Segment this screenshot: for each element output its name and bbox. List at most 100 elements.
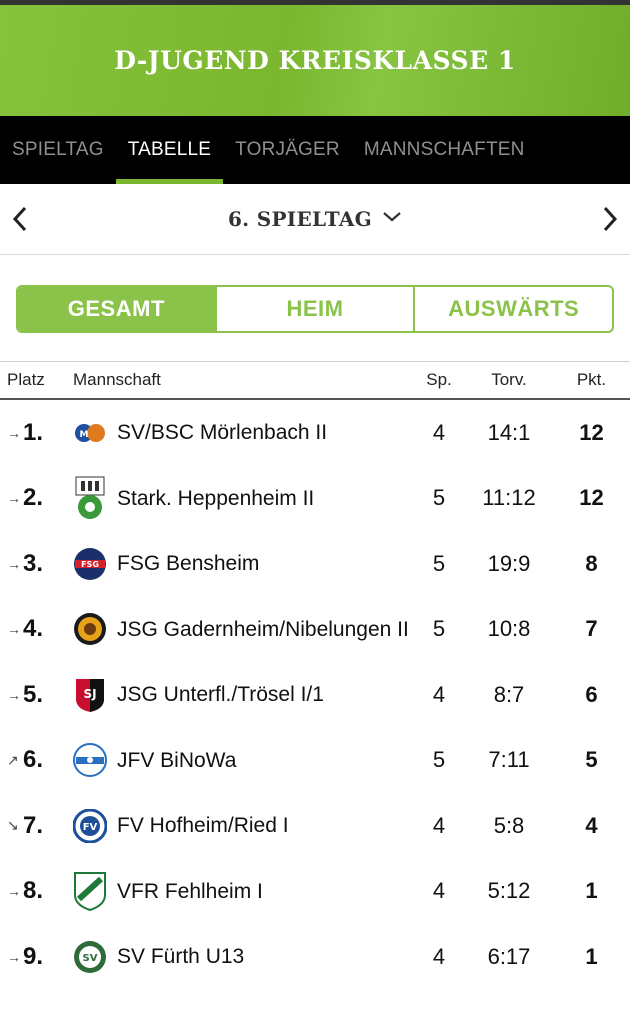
rank: 4. — [23, 615, 44, 643]
header-points: Pkt. — [553, 361, 630, 400]
games-played: 5 — [432, 550, 446, 576]
rank: 1. — [23, 418, 44, 446]
team-logo-icon: SV — [73, 940, 107, 974]
table-row[interactable]: → 5. SJ JSG Unterfl./Trösel I/1 4 8:7 6 — [0, 662, 630, 728]
rank: 3. — [23, 549, 44, 577]
app-header: D-JUGEND KREISKLASSE 1 — [0, 5, 630, 116]
goal-ratio: 7:11 — [488, 747, 530, 773]
table-header-row: Platz Mannschaft Sp. Torv. Pkt. — [0, 361, 630, 400]
goal-ratio: 10:8 — [487, 616, 531, 642]
table-row[interactable]: → 4. JSG Gadernheim/Nibelungen II 5 10:8 … — [0, 597, 630, 663]
rank: 2. — [23, 484, 44, 512]
points: 1 — [585, 943, 598, 969]
trend-icon: → — [7, 490, 21, 507]
trend-icon: → — [7, 555, 21, 572]
team-logo-icon: M — [73, 416, 107, 450]
header-team: Mannschaft — [73, 361, 413, 400]
trend-icon: → — [7, 948, 21, 965]
trend-icon: → — [7, 883, 21, 900]
team-name: JSG Gadernheim/Nibelungen II — [117, 617, 409, 641]
table-row[interactable]: → 9. SV SV Fürth U13 4 6:17 1 — [0, 924, 630, 990]
table-row[interactable]: → 3. FSG FSG Bensheim 5 19:9 8 — [0, 531, 630, 597]
goal-ratio: 19:9 — [487, 550, 531, 576]
team-logo-icon: FV — [73, 808, 107, 843]
rank: 5. — [23, 680, 44, 708]
points: 1 — [585, 878, 598, 904]
goal-ratio: 5:12 — [487, 878, 531, 904]
team-name: VFR Fehlheim I — [117, 879, 263, 903]
table-row[interactable]: ↗ 6. JFV BiNoWa 5 7:11 5 — [0, 728, 630, 794]
team-name: JFV BiNoWa — [117, 748, 237, 772]
chevron-down-icon — [382, 210, 402, 228]
table-row[interactable]: → 1. M SV/BSC Mörlenbach II 4 14:1 12 — [0, 399, 630, 466]
team-name: SV Fürth U13 — [117, 945, 245, 969]
team-logo-icon — [73, 872, 107, 912]
rank: 6. — [23, 746, 44, 774]
table-row[interactable]: ↘ 7. FV FV Hofheim/Ried I 4 5:8 4 — [0, 793, 630, 859]
page-title: D-JUGEND KREISKLASSE 1 — [114, 46, 516, 75]
games-played: 4 — [432, 878, 446, 904]
points: 12 — [579, 485, 604, 511]
svg-text:SV: SV — [83, 953, 98, 964]
status-strip — [0, 0, 630, 5]
chevron-right-icon[interactable] — [590, 206, 630, 232]
header-goals: Torv. — [465, 361, 553, 400]
filter-auswaerts[interactable]: AUSWÄRTS — [413, 287, 612, 331]
trend-icon: → — [7, 621, 21, 638]
matchday-selector: 6. SPIELTAG — [0, 184, 630, 255]
header-place: Platz — [0, 361, 73, 400]
filter-heim[interactable]: HEIM — [214, 287, 414, 331]
games-played: 5 — [432, 616, 446, 642]
points: 6 — [585, 681, 598, 707]
trend-icon: → — [7, 686, 21, 703]
team-logo-icon — [73, 612, 107, 646]
team-logo-icon — [73, 743, 107, 778]
table-row[interactable]: → 2. Stark. Heppenheim II 5 11:12 12 — [0, 466, 630, 532]
team-name: FSG Bensheim — [117, 552, 260, 576]
header-games: Sp. — [413, 361, 465, 400]
team-name: FV Hofheim/Ried I — [117, 814, 289, 838]
tab-bar: SPIELTAG TABELLE TORJÄGER MANNSCHAFTEN — [0, 116, 630, 184]
rank: 8. — [23, 877, 44, 905]
standings-table: Platz Mannschaft Sp. Torv. Pkt. → 1. M SV… — [0, 361, 630, 990]
points: 4 — [585, 812, 598, 838]
team-name: Stark. Heppenheim II — [117, 486, 315, 510]
matchday-dropdown[interactable]: 6. SPIELTAG — [228, 207, 402, 231]
rank: 9. — [23, 942, 44, 970]
team-logo-icon: FSG — [73, 547, 107, 581]
goal-ratio: 6:17 — [487, 943, 531, 969]
team-logo-icon: SJ — [73, 678, 107, 712]
tab-torjaeger[interactable]: TORJÄGER — [235, 139, 340, 160]
svg-text:FSG: FSG — [81, 560, 99, 569]
team-name: JSG Unterfl./Trösel I/1 — [117, 683, 324, 707]
tab-spieltag[interactable]: SPIELTAG — [12, 139, 104, 160]
svg-text:M: M — [80, 430, 89, 440]
rank: 7. — [23, 811, 44, 839]
games-played: 4 — [432, 812, 446, 838]
games-played: 4 — [432, 681, 446, 707]
points: 12 — [579, 419, 604, 445]
table-row[interactable]: → 8. VFR Fehlheim I 4 5:12 1 — [0, 859, 630, 925]
svg-text:SJ: SJ — [83, 687, 96, 701]
filter-area: GESAMT HEIM AUSWÄRTS — [0, 255, 630, 361]
points: 7 — [585, 616, 598, 642]
goal-ratio: 11:12 — [482, 485, 536, 511]
team-name: SV/BSC Mörlenbach II — [117, 421, 328, 445]
points: 8 — [585, 550, 598, 576]
games-played: 4 — [432, 943, 446, 969]
tab-mannschaften[interactable]: MANNSCHAFTEN — [363, 139, 525, 160]
games-played: 5 — [432, 485, 446, 511]
trend-icon: ↘ — [7, 817, 19, 834]
points: 5 — [585, 747, 598, 773]
games-played: 4 — [432, 419, 446, 445]
games-played: 5 — [432, 747, 446, 773]
filter-segmented-control: GESAMT HEIM AUSWÄRTS — [16, 285, 614, 333]
svg-text:FV: FV — [83, 822, 98, 833]
goal-ratio: 5:8 — [493, 812, 525, 838]
chevron-left-icon[interactable] — [0, 206, 40, 232]
filter-gesamt[interactable]: GESAMT — [18, 287, 215, 331]
trend-icon: → — [7, 424, 21, 441]
goal-ratio: 14:1 — [487, 419, 531, 445]
trend-icon: ↗ — [7, 751, 19, 768]
tab-tabelle[interactable]: TABELLE — [115, 116, 224, 184]
